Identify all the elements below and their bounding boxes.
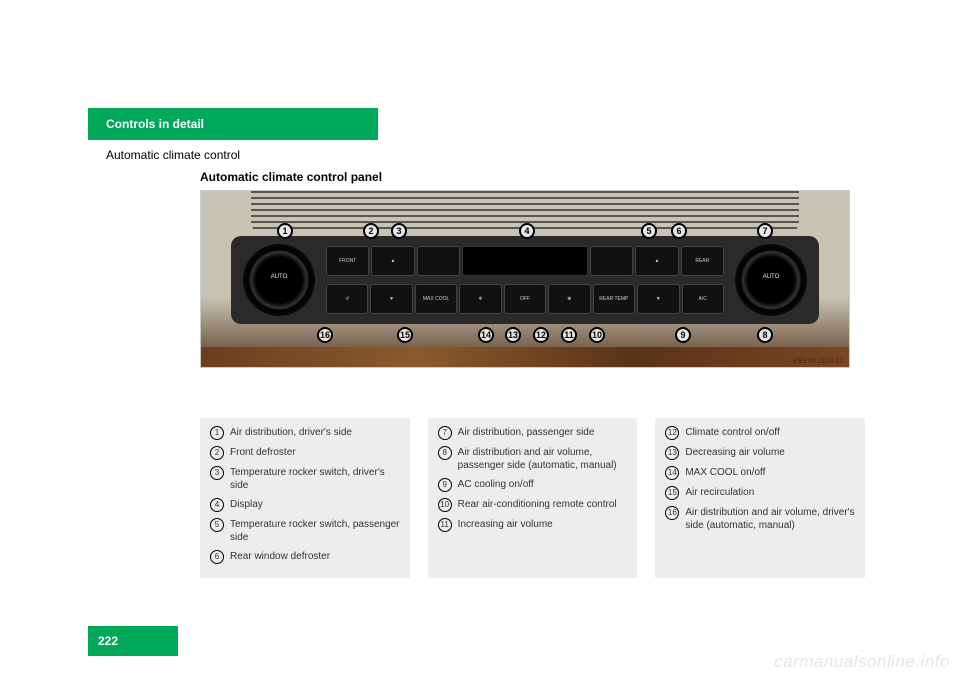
panel-button: FRONT	[326, 246, 369, 276]
callout-14: 14	[478, 327, 494, 343]
legend-item: 16 Air distribution and air volume, drive…	[665, 506, 855, 532]
legend-num: 14	[665, 466, 679, 480]
chapter-header: Controls in detail	[88, 108, 378, 140]
legend-item: 6 Rear window defroster	[210, 550, 400, 564]
callout-10: 10	[589, 327, 605, 343]
callout-13: 13	[505, 327, 521, 343]
legend-text: Front defroster	[230, 446, 296, 459]
legend-num: 11	[438, 518, 452, 532]
control-panel: FRONT▲▲REAR ↺▼MAX COOL❄OFF❀REAR TEMP▼A/C	[231, 236, 819, 324]
callout-8: 8	[757, 327, 773, 343]
legend-text: Air distribution and air volume, driver'…	[685, 506, 855, 532]
legend-num: 15	[665, 486, 679, 500]
subsection-title: Automatic climate control panel	[200, 170, 382, 184]
legend-text: Temperature rocker switch, passenger sid…	[230, 518, 400, 544]
callout-16: 16	[317, 327, 333, 343]
panel-button: OFF	[504, 284, 546, 314]
legend-num: 6	[210, 550, 224, 564]
legend-item: 12 Climate control on/off	[665, 426, 855, 440]
legend-item: 7 Air distribution, passenger side	[438, 426, 628, 440]
panel-button: ❀	[548, 284, 590, 314]
callout-5: 5	[641, 223, 657, 239]
callout-11: 11	[561, 327, 577, 343]
legend-item: 15 Air recirculation	[665, 486, 855, 500]
climate-control-photo: FRONT▲▲REAR ↺▼MAX COOL❄OFF❀REAR TEMP▼A/C…	[200, 190, 850, 368]
legend-num: 2	[210, 446, 224, 460]
legend-text: Display	[230, 498, 263, 511]
legend-text: Rear window defroster	[230, 550, 330, 563]
chapter-title: Controls in detail	[106, 117, 204, 131]
legend-num: 16	[665, 506, 679, 520]
legend-text: Air distribution and air volume, passeng…	[458, 446, 628, 472]
legend-num: 4	[210, 498, 224, 512]
legend-item: 1 Air distribution, driver's side	[210, 426, 400, 440]
button-row-bottom: ↺▼MAX COOL❄OFF❀REAR TEMP▼A/C	[326, 284, 724, 314]
callout-4: 4	[519, 223, 535, 239]
legend-item: 5 Temperature rocker switch, passenger si…	[210, 518, 400, 544]
legend-item: 10 Rear air-conditioning remote control	[438, 498, 628, 512]
legend-item: 8 Air distribution and air volume, passen…	[438, 446, 628, 472]
legend-text: Temperature rocker switch, driver's side	[230, 466, 400, 492]
callout-2: 2	[363, 223, 379, 239]
wood-trim	[201, 347, 849, 367]
section-title: Automatic climate control	[106, 148, 240, 162]
legend-col-2: 7 Air distribution, passenger side 8 Air di…	[428, 418, 638, 578]
page-number: 222	[98, 634, 118, 648]
callout-1: 1	[277, 223, 293, 239]
legend-columns: 1 Air distribution, driver's side 2 Front d…	[200, 418, 865, 578]
legend-num: 13	[665, 446, 679, 460]
page-number-badge: 222	[88, 626, 178, 656]
legend-text: Air distribution, passenger side	[458, 426, 595, 439]
legend-text: Increasing air volume	[458, 518, 553, 531]
passenger-dial	[735, 244, 807, 316]
callout-12: 12	[533, 327, 549, 343]
watermark: carmanualsonline.info	[774, 652, 950, 672]
legend-num: 10	[438, 498, 452, 512]
legend-col-3: 12 Climate control on/off 13 Decreasing air…	[655, 418, 865, 578]
legend-col-1: 1 Air distribution, driver's side 2 Front d…	[200, 418, 410, 578]
legend-item: 13 Decreasing air volume	[665, 446, 855, 460]
legend-text: Air distribution, driver's side	[230, 426, 352, 439]
legend-text: Decreasing air volume	[685, 446, 785, 459]
panel-button: ▲	[371, 246, 414, 276]
legend-text: AC cooling on/off	[458, 478, 534, 491]
callout-6: 6	[671, 223, 687, 239]
legend-num: 3	[210, 466, 224, 480]
legend-item: 9 AC cooling on/off	[438, 478, 628, 492]
panel-button: ▲	[635, 246, 678, 276]
panel-button: A/C	[682, 284, 724, 314]
legend-num: 8	[438, 446, 452, 460]
legend-num: 7	[438, 426, 452, 440]
legend-num: 1	[210, 426, 224, 440]
legend-text: Air recirculation	[685, 486, 754, 499]
legend-item: 11 Increasing air volume	[438, 518, 628, 532]
legend-item: 2 Front defroster	[210, 446, 400, 460]
legend-num: 12	[665, 426, 679, 440]
legend-num: 5	[210, 518, 224, 532]
callout-7: 7	[757, 223, 773, 239]
legend-item: 4 Display	[210, 498, 400, 512]
legend-text: Rear air-conditioning remote control	[458, 498, 617, 511]
legend-item: 14 MAX COOL on/off	[665, 466, 855, 480]
panel-button: ❄	[459, 284, 501, 314]
legend-num: 9	[438, 478, 452, 492]
legend-text: Climate control on/off	[685, 426, 779, 439]
callout-9: 9	[675, 327, 691, 343]
panel-button	[590, 246, 633, 276]
legend-item: 3 Temperature rocker switch, driver's sid…	[210, 466, 400, 492]
callout-3: 3	[391, 223, 407, 239]
panel-button: MAX COOL	[415, 284, 457, 314]
button-row-top: FRONT▲▲REAR	[326, 246, 724, 276]
panel-button: REAR	[681, 246, 724, 276]
photo-code: P83 40 2124-11	[794, 358, 843, 365]
panel-button	[417, 246, 460, 276]
panel-button: ▼	[370, 284, 412, 314]
panel-button: ▼	[637, 284, 679, 314]
driver-dial	[243, 244, 315, 316]
panel-button: ↺	[326, 284, 368, 314]
legend-text: MAX COOL on/off	[685, 466, 765, 479]
callout-15: 15	[397, 327, 413, 343]
display-slot	[462, 246, 588, 276]
panel-button: REAR TEMP	[593, 284, 635, 314]
